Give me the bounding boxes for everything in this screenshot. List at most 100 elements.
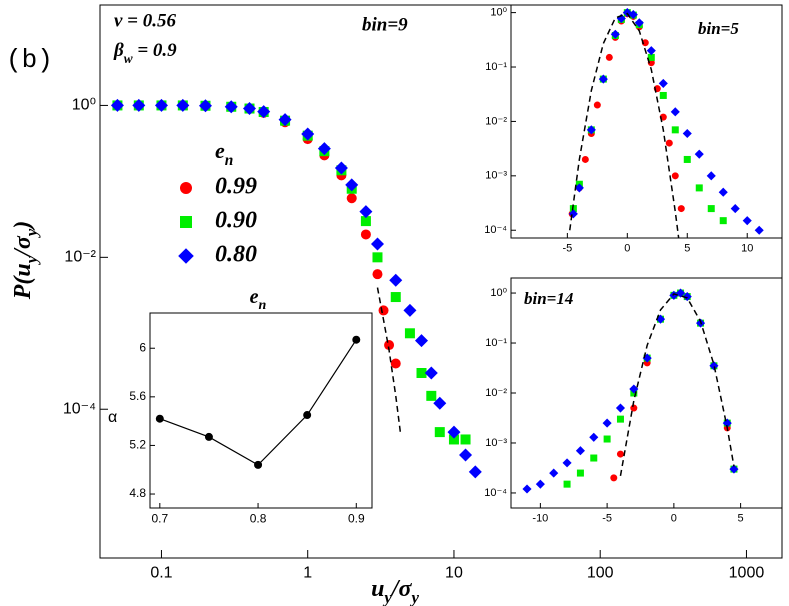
data-area xyxy=(155,335,361,469)
marker xyxy=(359,205,373,219)
marker xyxy=(722,418,732,428)
marker xyxy=(154,98,168,112)
y-tick-label: 5.2 xyxy=(129,438,146,452)
inset-chart: 0.7 0.8 0.9 4.8 5.2 5.6 6 en α xyxy=(108,286,373,526)
x-tick-label: 10 xyxy=(445,564,463,581)
marker xyxy=(677,205,685,213)
marker xyxy=(719,217,727,225)
y-tick-label: 5.6 xyxy=(129,389,146,403)
y-axis-label-part: /σ xyxy=(10,235,36,258)
y-axis-label: P(uy/σy) xyxy=(10,221,42,301)
marker xyxy=(346,193,357,204)
y-tick-label: 10⁻¹ xyxy=(485,61,507,73)
point xyxy=(204,432,213,441)
y-tick-label: 10⁻⁴ xyxy=(63,400,96,417)
marker xyxy=(707,205,715,213)
marker xyxy=(586,125,596,135)
marker xyxy=(372,252,383,263)
marker xyxy=(198,99,212,113)
marker xyxy=(372,269,383,280)
y-tick-label: 10⁻³ xyxy=(485,437,507,449)
marker xyxy=(562,458,572,468)
x-tick-label: 0 xyxy=(671,512,677,524)
marker xyxy=(605,53,613,61)
x-axis-label: uy/σy xyxy=(371,576,419,606)
marker xyxy=(522,484,532,494)
marker xyxy=(360,216,371,227)
marker xyxy=(729,464,739,474)
marker xyxy=(460,434,471,445)
marker xyxy=(424,366,438,380)
marker xyxy=(581,155,589,163)
y-tick-label: 10⁻⁴ xyxy=(484,487,507,499)
marker xyxy=(647,53,655,61)
marker xyxy=(132,98,146,112)
data-area xyxy=(110,98,482,479)
marker xyxy=(683,155,691,163)
legend-marker xyxy=(178,248,194,264)
y-tick-label: 10⁻¹ xyxy=(485,337,507,349)
data-area xyxy=(568,8,764,238)
marker xyxy=(390,292,401,303)
marker xyxy=(549,468,559,478)
legend-label: 0.99 xyxy=(215,174,257,200)
y-tick-label: 10⁻² xyxy=(485,115,507,127)
x-axis-label-part: u xyxy=(371,576,384,602)
marker xyxy=(384,340,395,351)
y-tick-label: 10⁻² xyxy=(64,249,96,266)
marker xyxy=(563,480,571,488)
marker xyxy=(730,204,740,214)
x-tick-label: -5 xyxy=(562,242,572,254)
inset-chart: -10 -5 0 5 10⁰ 10⁻¹ 10⁻² 10⁻³ 10⁻⁴ bin=14 xyxy=(484,277,783,524)
inset-title-part: e xyxy=(250,286,259,308)
x-tick-label: 0.7 xyxy=(151,512,168,526)
marker xyxy=(575,446,585,456)
marker xyxy=(574,183,584,193)
x-tick-label: 0.9 xyxy=(348,512,365,526)
legend-title-part: n xyxy=(225,152,234,169)
panel-label: (b) xyxy=(6,45,53,75)
marker xyxy=(658,78,668,88)
marker xyxy=(642,353,652,363)
y-axis-label-part: P(u xyxy=(10,263,36,300)
marker xyxy=(630,404,638,412)
marker xyxy=(224,100,238,114)
x-tick-label: 10 xyxy=(741,242,753,254)
marker xyxy=(646,46,656,56)
point xyxy=(254,460,263,469)
marker xyxy=(404,328,415,339)
marker xyxy=(317,142,331,156)
marker xyxy=(390,358,401,369)
marker xyxy=(647,59,655,67)
marker xyxy=(671,172,679,180)
marker xyxy=(448,434,459,445)
marker xyxy=(742,216,752,226)
marker xyxy=(589,432,599,442)
y-tick-label: 10⁻² xyxy=(485,387,507,399)
x-tick-label: 5 xyxy=(738,512,744,524)
chart-title: bin=9 xyxy=(362,14,408,35)
x-tick-label: 0.8 xyxy=(250,512,267,526)
marker xyxy=(659,91,667,99)
x-axis-label-part: /σ xyxy=(390,576,413,602)
x-tick-label: 0 xyxy=(624,242,630,254)
marker xyxy=(718,187,728,197)
marker xyxy=(459,448,473,462)
marker xyxy=(576,469,584,477)
marker xyxy=(616,415,624,423)
x-tick-label: 1000 xyxy=(729,564,765,581)
marker xyxy=(370,237,384,251)
marker xyxy=(378,305,389,316)
y-tick-label: 6 xyxy=(139,340,146,354)
y-tick-label: 10⁰ xyxy=(490,7,507,19)
marker xyxy=(415,334,429,348)
marker xyxy=(468,465,482,479)
y-tick-label: 10⁰ xyxy=(490,287,507,299)
marker xyxy=(694,149,704,159)
marker xyxy=(360,229,371,240)
beta-label: βw = 0.9 xyxy=(113,40,177,65)
point xyxy=(352,335,361,344)
x-axis-label-part: y xyxy=(382,588,392,606)
marker xyxy=(695,184,703,192)
